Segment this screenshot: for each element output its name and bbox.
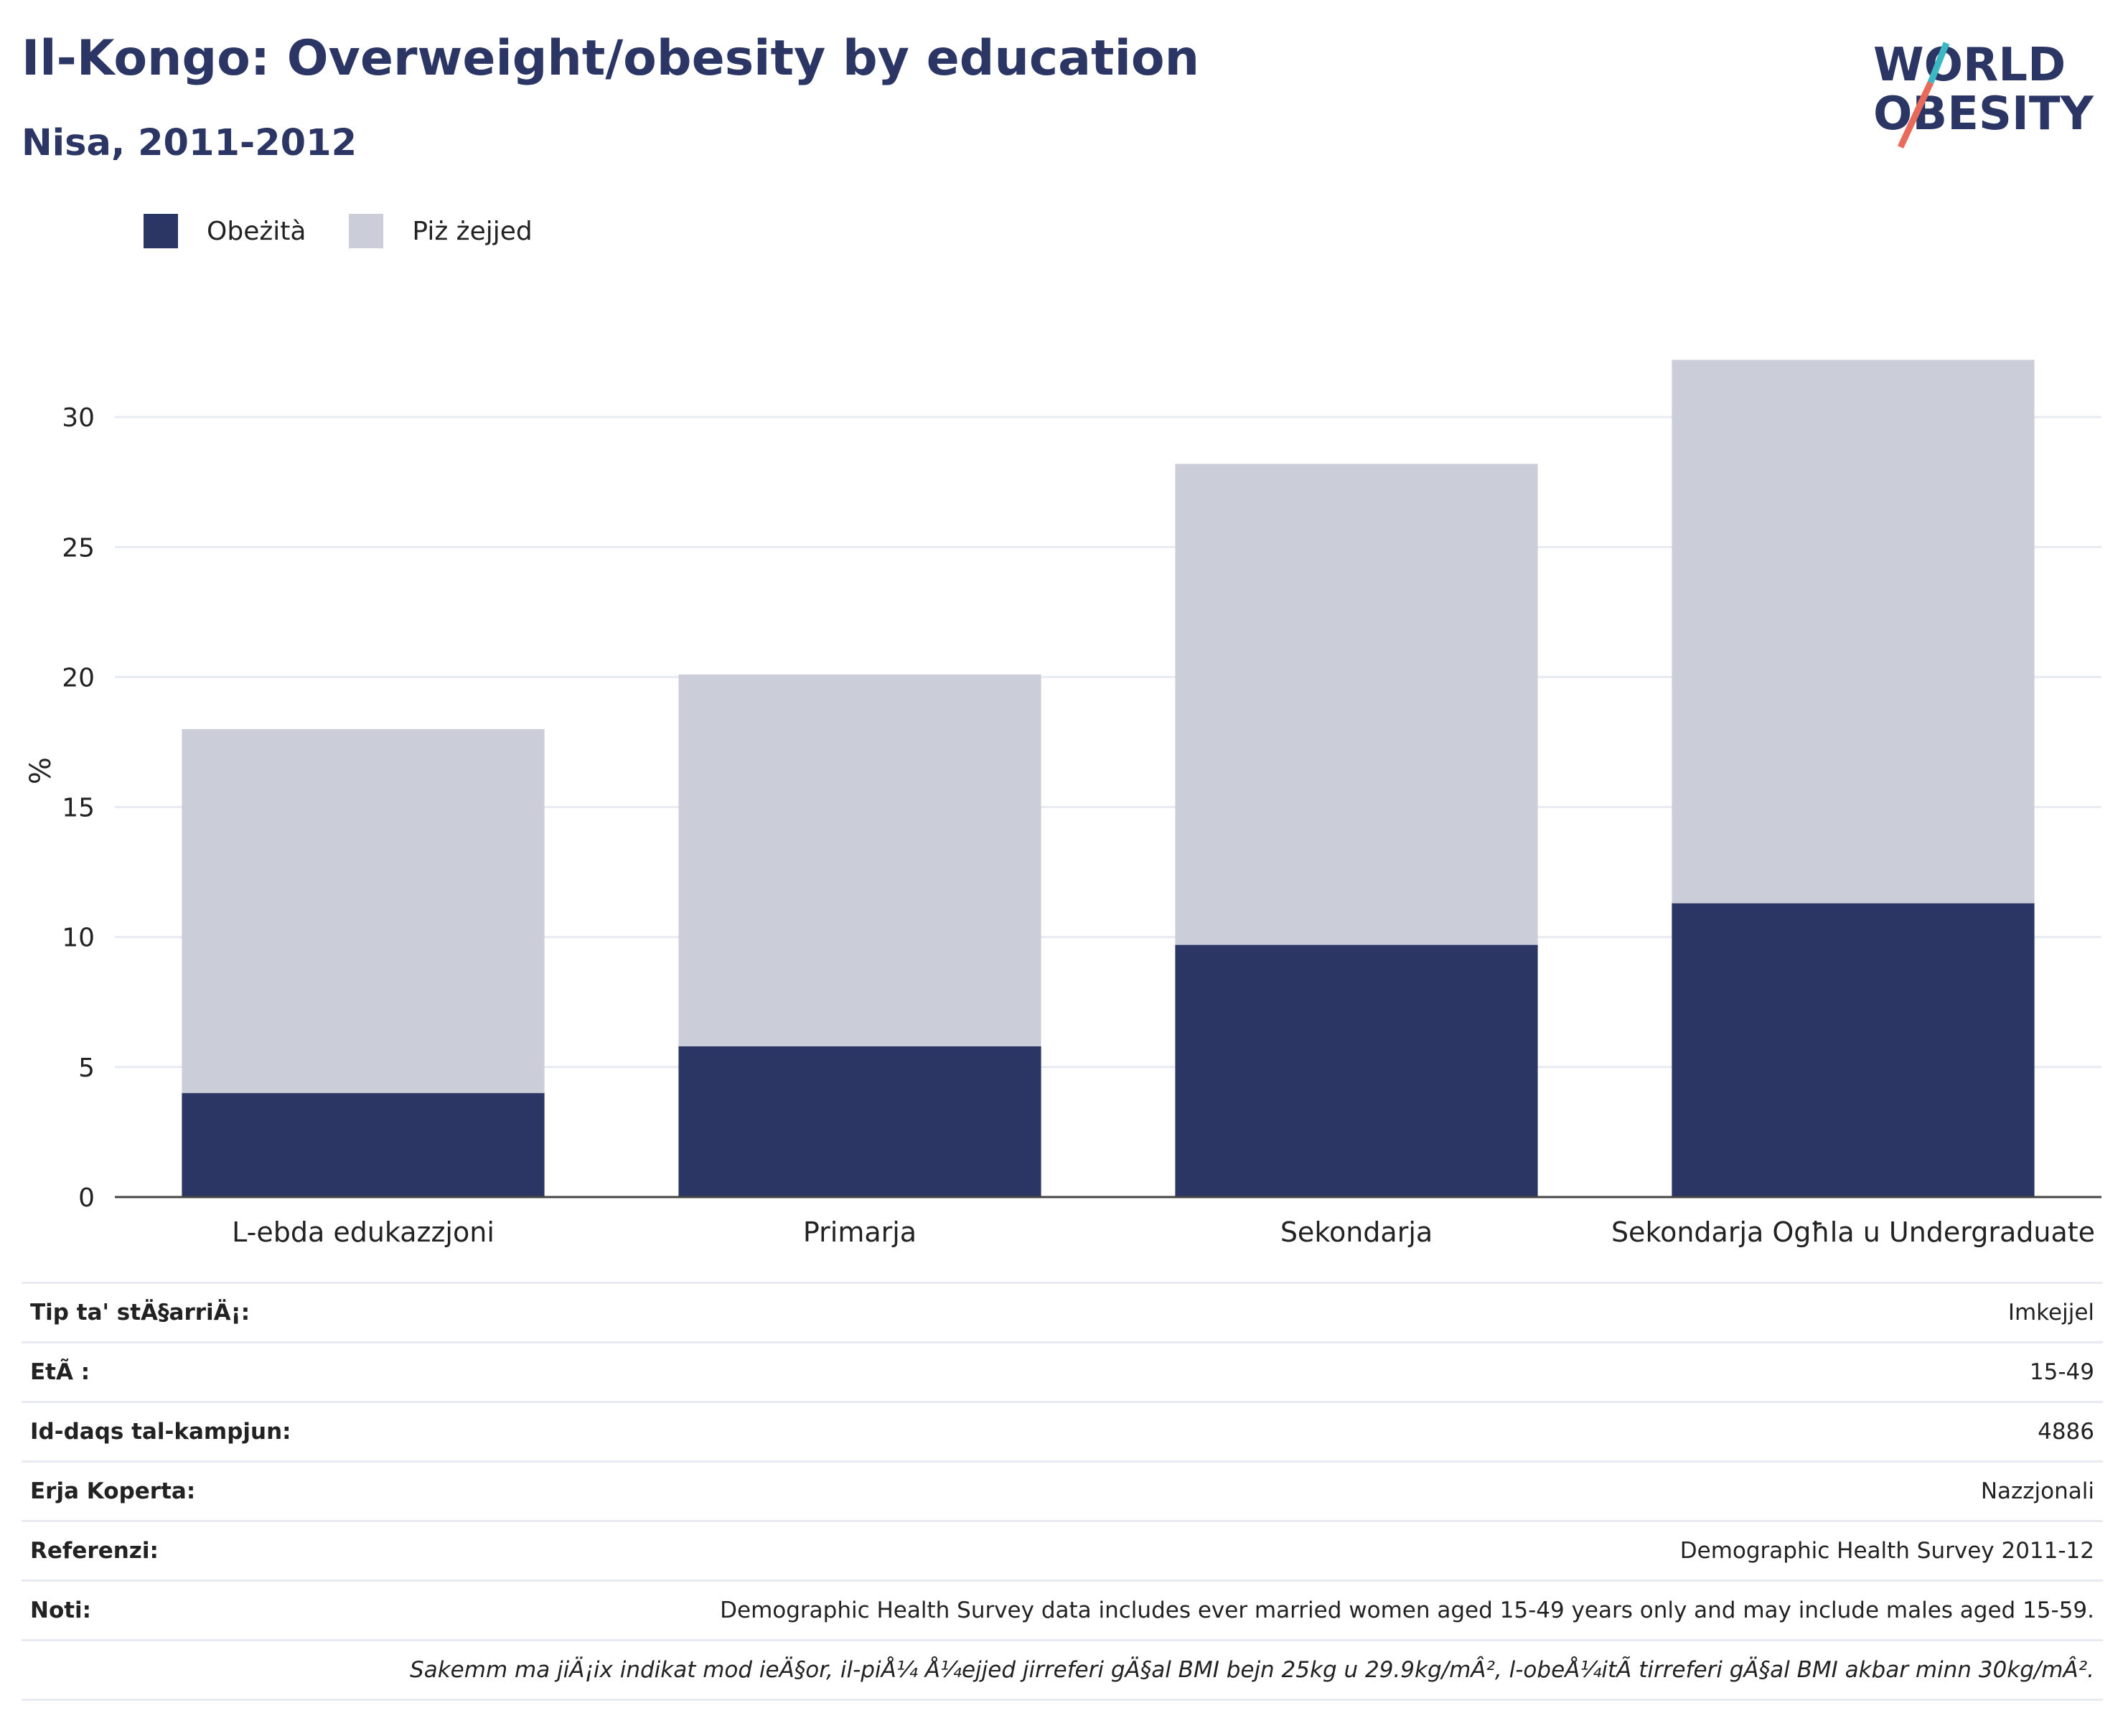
bar-obesity-3	[1672, 903, 2035, 1197]
info-key-survey-type: Tip ta' stÄ§arriÄ¡:	[22, 1282, 369, 1343]
y-axis-label: %	[24, 757, 57, 784]
bar-chart: 0 5 10 15 20 25 30% L-ebda edukazzjoni Primarja S…	[24, 360, 2101, 1248]
info-row-sample-size: Id-daqs tal-kampjun: 4886	[22, 1402, 2103, 1463]
info-key-area: Erja Koperta:	[22, 1461, 369, 1522]
page-subtitle: Nisa, 2011-2012	[22, 122, 357, 164]
y-tick-label-30: 30	[62, 403, 95, 433]
info-key-sample-size: Id-daqs tal-kampjun:	[22, 1402, 369, 1463]
x-tick-label-1: Primarja	[803, 1216, 917, 1248]
bar-overweight-3	[1672, 360, 2035, 904]
info-key-notes: Noti:	[22, 1580, 369, 1641]
bar-obesity-2	[1175, 944, 1538, 1197]
info-key-references: Referenzi:	[22, 1521, 369, 1582]
legend-label-overweight: Piż żejjed	[412, 216, 533, 246]
legend-label-obesity: Obeżità	[207, 216, 306, 246]
y-tick-label-15: 15	[62, 794, 95, 823]
y-tick-label-10: 10	[62, 924, 95, 953]
world-obesity-logo: WORLD OBESITY	[1873, 39, 2094, 149]
info-row-age: EtÃ : 15-49	[22, 1342, 2103, 1403]
x-tick-label-0: L-ebda edukazzjoni	[232, 1216, 495, 1248]
logo-slash-bottom	[1897, 81, 1934, 149]
info-value-area: Nazzjonali	[368, 1461, 2103, 1522]
logo-slash-top	[1927, 42, 1950, 84]
info-row-references: Referenzi: Demographic Health Survey 201…	[22, 1521, 2103, 1582]
chart-legend: Obeżità Piż żejjed	[144, 214, 576, 248]
y-tick-label-5: 5	[78, 1054, 95, 1083]
bar-obesity-0	[182, 1093, 545, 1197]
info-value-survey-type: Imkejjel	[368, 1282, 2103, 1343]
legend-swatch-overweight	[349, 214, 384, 248]
x-tick-label-3: Sekondarja Ogħla u Undergraduate	[1611, 1216, 2095, 1248]
bar-overweight-2	[1175, 464, 1538, 945]
y-tick-label-20: 20	[62, 663, 95, 693]
info-row-bmi-note: Sakemm ma jiÄ¡ix indikat mod ieÄ§or, il-…	[22, 1640, 2103, 1701]
info-value-notes: Demographic Health Survey data includes …	[368, 1580, 2103, 1641]
info-row-area: Erja Koperta: Nazzjonali	[22, 1461, 2103, 1522]
bar-obesity-1	[678, 1046, 1041, 1197]
info-row-notes: Noti: Demographic Health Survey data inc…	[22, 1580, 2103, 1641]
page-title: Il-Kongo: Overweight/obesity by educatio…	[22, 30, 1199, 87]
y-tick-label-25: 25	[62, 533, 95, 563]
info-value-age: 15-49	[368, 1342, 2103, 1403]
info-bmi-note: Sakemm ma jiÄ¡ix indikat mod ieÄ§or, il-…	[22, 1640, 2103, 1701]
legend-swatch-obesity	[144, 214, 178, 248]
bar-overweight-1	[678, 674, 1041, 1046]
info-key-age: EtÃ :	[22, 1342, 369, 1403]
info-table: Tip ta' stÄ§arriÄ¡: Imkejjel EtÃ : 15-49…	[22, 1282, 2103, 1701]
info-row-survey-type: Tip ta' stÄ§arriÄ¡: Imkejjel	[22, 1282, 2103, 1343]
y-tick-label-0: 0	[78, 1183, 95, 1213]
bar-overweight-0	[182, 728, 545, 1094]
info-value-sample-size: 4886	[368, 1402, 2103, 1463]
logo-word-world: WORLD	[1873, 39, 2066, 92]
x-tick-label-2: Sekondarja	[1280, 1216, 1433, 1248]
info-value-references: Demographic Health Survey 2011-12	[368, 1521, 2103, 1582]
